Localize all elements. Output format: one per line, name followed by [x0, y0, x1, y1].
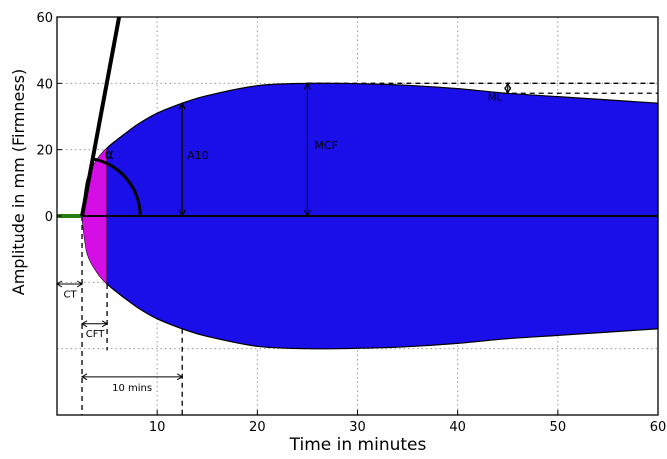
a10-arrow-head-top: [178, 101, 186, 110]
a10-label: A10: [187, 149, 209, 162]
x-tick-label: 40: [449, 420, 466, 435]
x-axis-label: Time in minutes: [289, 435, 427, 455]
x-tick-label: 10: [149, 420, 166, 435]
y-tick-label: 0: [45, 210, 53, 225]
ten-mins-arrow-head-left: [81, 373, 88, 381]
mcf-arrow-head-top: [303, 81, 311, 90]
ml-arrow-head-top: [504, 81, 512, 90]
alpha-arc: [92, 157, 142, 217]
cft-arrow-head-left: [81, 320, 88, 328]
mcf-arrow-head-bottom: [303, 209, 311, 218]
ct-arrow-head-right: [76, 280, 84, 288]
x-tick-label: 60: [650, 420, 667, 435]
cft-arrow-head-right: [101, 320, 109, 328]
y-axis-label: Amplitude in mm (Firmness): [9, 69, 28, 296]
ml-arrow-head-bottom: [504, 87, 512, 95]
ten-mins-label: 10 mins: [112, 383, 152, 394]
a10-arrow-head-bottom: [178, 209, 186, 218]
ct-label: CT: [63, 289, 77, 300]
y-tick-label: 20: [36, 144, 53, 159]
x-tick-label: 50: [550, 420, 567, 435]
mcf-label: MCF: [314, 139, 338, 152]
ml-label: ML: [488, 93, 503, 104]
alpha-label: α: [104, 147, 113, 163]
x-tick-label: 20: [249, 420, 266, 435]
y-tick-label: 60: [36, 11, 53, 26]
alpha-tangent-line: [80, 16, 122, 217]
y-tick-label: 40: [36, 77, 53, 92]
x-tick-label: 30: [349, 420, 366, 435]
cft-label: CFT: [86, 329, 106, 340]
ten-mins-arrow-head-right: [176, 373, 184, 381]
